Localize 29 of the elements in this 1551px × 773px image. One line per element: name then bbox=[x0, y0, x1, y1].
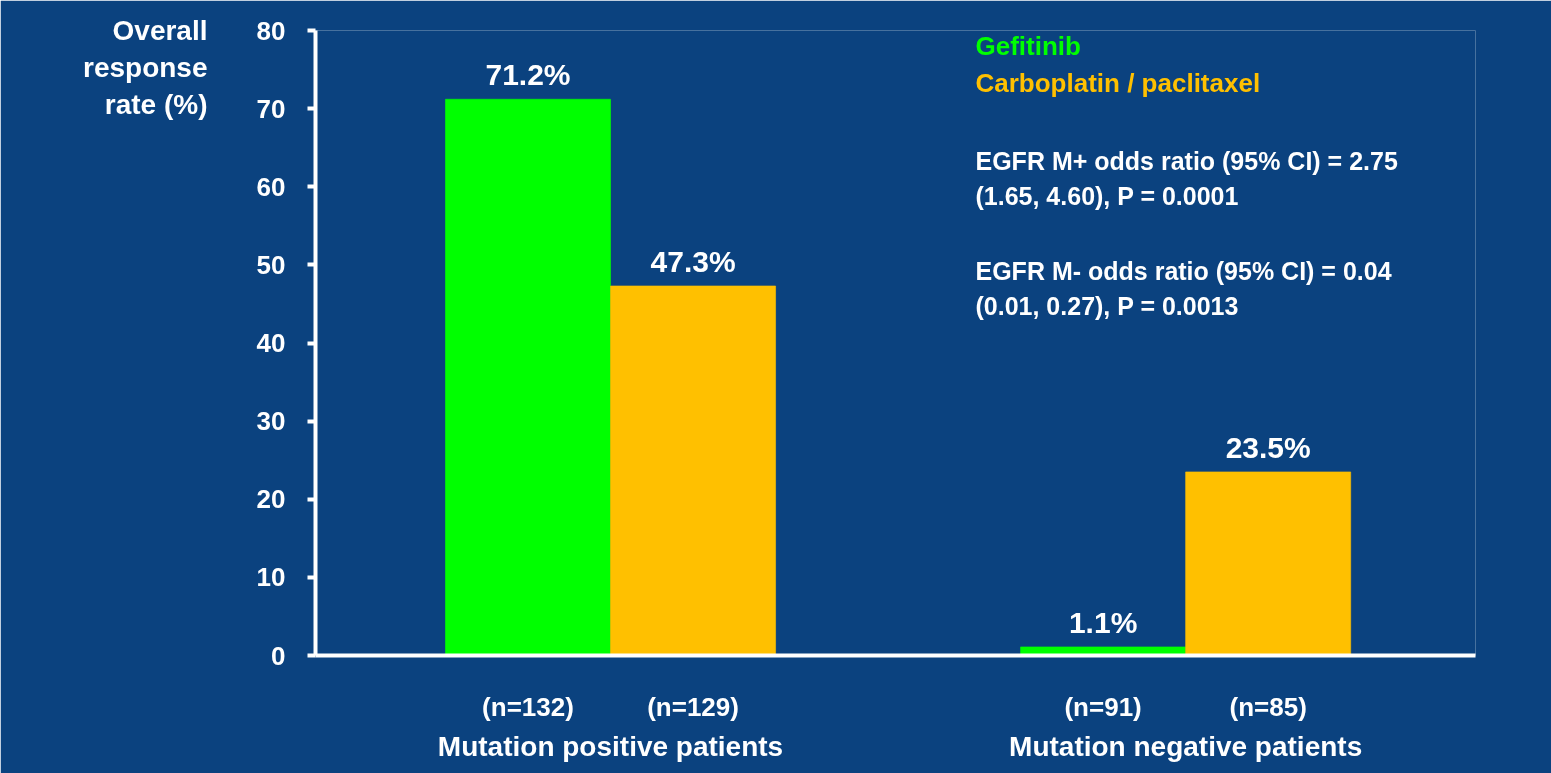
text: (n=132) bbox=[482, 691, 574, 722]
annotation: (1.65, 4.60), P = 0.0001 bbox=[975, 181, 1239, 210]
annotation: EGFR M- odds ratio (95% CI) = 0.04 bbox=[975, 256, 1392, 285]
y-tick-label: 0 bbox=[271, 640, 286, 671]
y-tick-label: 20 bbox=[256, 484, 286, 515]
y-tick-label: 40 bbox=[256, 328, 286, 358]
text: Gefitinib bbox=[975, 30, 1081, 61]
text: (n=85) bbox=[1229, 691, 1307, 722]
data-label: 1.1% bbox=[1068, 605, 1138, 639]
text: (n=91) bbox=[1064, 691, 1142, 722]
annotation: EGFR M+ odds ratio (95% CI) = 2.75 bbox=[975, 146, 1398, 175]
bar bbox=[444, 98, 612, 656]
y-axis-title: Overall response rate (%) bbox=[83, 15, 208, 120]
annotation: (0.01, 0.27), P = 0.0013 bbox=[975, 291, 1239, 320]
data-label: 71.2% bbox=[485, 58, 571, 92]
y-tick-label: 30 bbox=[256, 406, 286, 437]
bar bbox=[1185, 471, 1352, 656]
bar bbox=[610, 285, 777, 656]
y-tick-label: 10 bbox=[256, 562, 286, 593]
x-tick-label: Mutation negative patients bbox=[1009, 730, 1363, 762]
y-tick-label: 60 bbox=[256, 171, 286, 202]
text: (n=129) bbox=[647, 691, 739, 722]
data-label: 23.5% bbox=[1225, 430, 1311, 464]
y-tick-label: 50 bbox=[256, 249, 286, 280]
y-tick-label: 70 bbox=[256, 93, 286, 124]
data-label: 47.3% bbox=[650, 244, 736, 278]
text: Carboplatin / paclitaxel bbox=[975, 67, 1261, 98]
y-tick-label: 80 bbox=[256, 15, 286, 46]
x-tick-label: Mutation positive patients bbox=[437, 730, 784, 762]
